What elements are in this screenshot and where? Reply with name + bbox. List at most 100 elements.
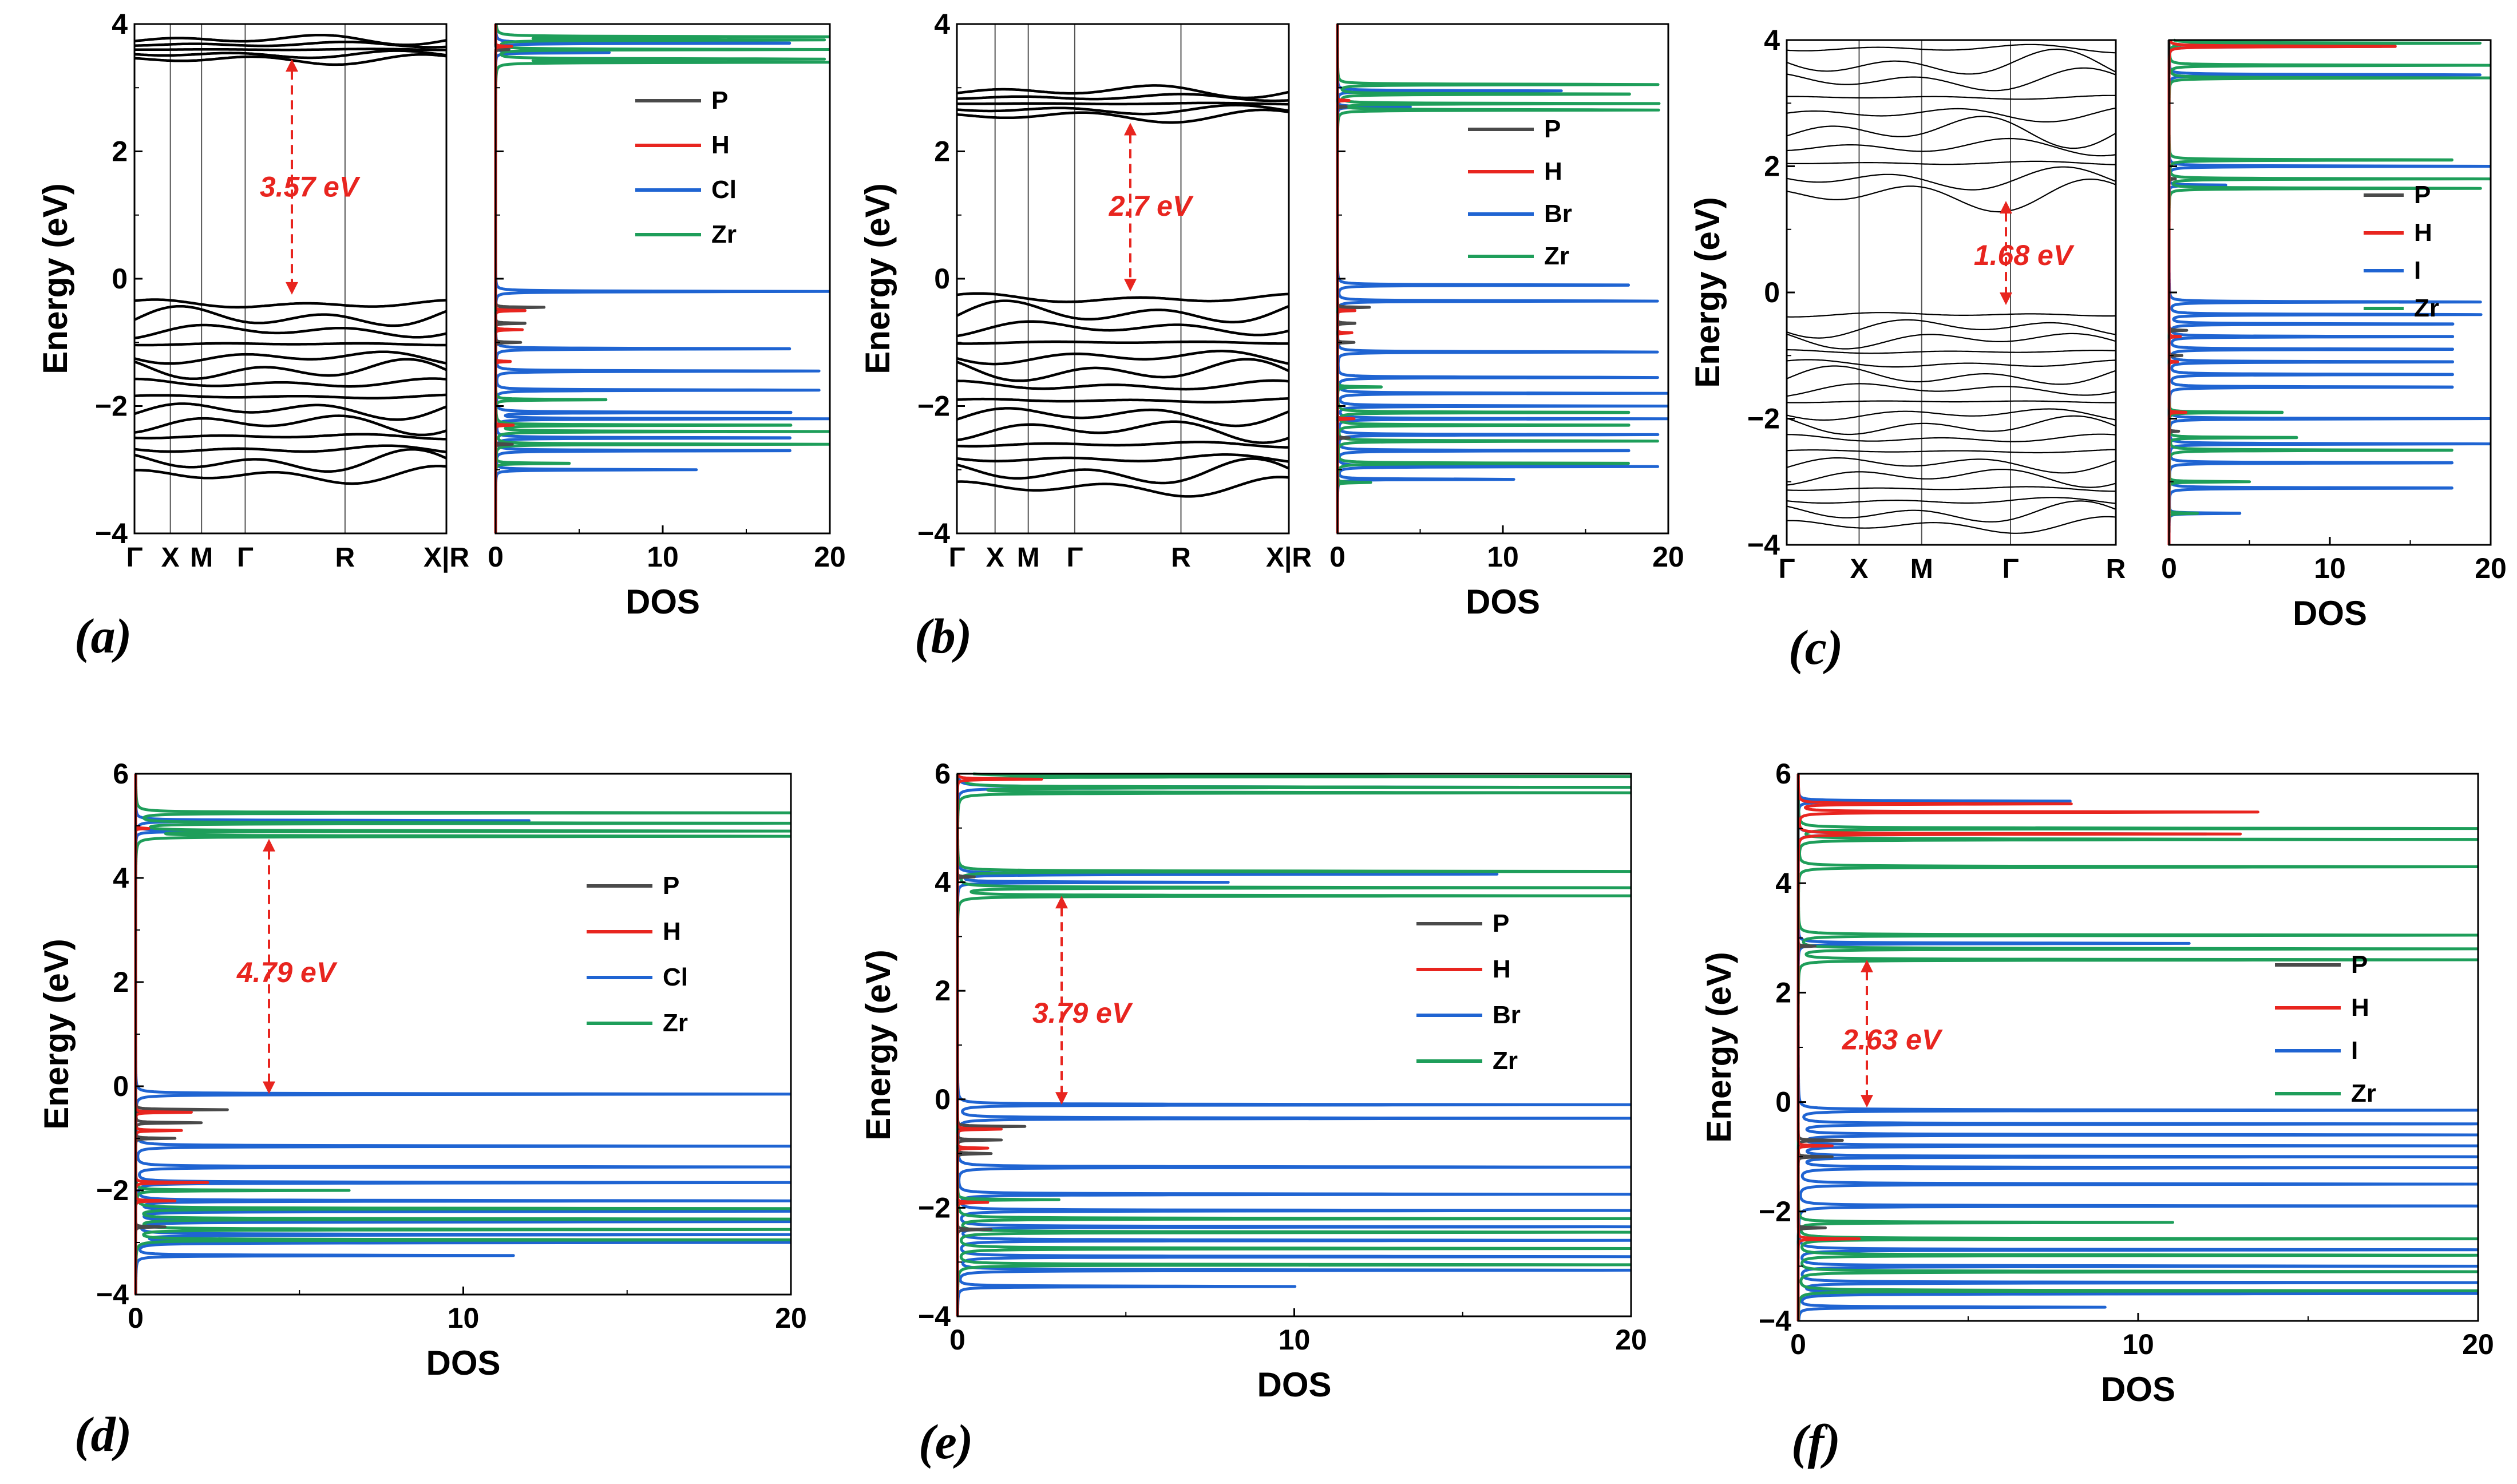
y-axis-label: Energy (eV) — [1688, 197, 1727, 387]
y-tick-label: −4 — [95, 517, 128, 549]
kpoint-label: Γ — [126, 543, 143, 573]
band-curve — [1787, 312, 2116, 318]
band-curve — [1786, 319, 2116, 339]
legend-label-p: P — [1493, 909, 1509, 937]
legend-label-p: P — [1544, 115, 1561, 143]
dos-clip-mask — [791, 771, 826, 1297]
y-tick-label: 0 — [112, 263, 128, 295]
x-tick-label: 10 — [647, 541, 679, 573]
y-tick-label: 0 — [934, 263, 950, 295]
legend-label-br: Br — [1544, 200, 1572, 228]
legend-label-zr: Zr — [1493, 1047, 1518, 1075]
bandgap-arrow-d-head-down — [263, 1081, 275, 1094]
x-tick-label: 0 — [1790, 1328, 1806, 1360]
y-tick-label: 4 — [935, 866, 951, 899]
x-axis-label: DOS — [626, 583, 700, 621]
y-tick-label: 2 — [934, 136, 950, 168]
kpoint-label: R — [2106, 554, 2126, 584]
kpoint-label: M — [1910, 554, 1933, 584]
x-tick-label: 10 — [1487, 541, 1519, 573]
bandgap-arrow-e-head-down — [1055, 1092, 1068, 1105]
band-curve — [956, 457, 1289, 485]
kpoint-label: Γ — [237, 543, 254, 573]
band-curve — [134, 350, 447, 365]
panel-label-b: (b) — [915, 608, 972, 663]
band-curve — [134, 358, 447, 381]
x-tick-label: 10 — [2122, 1328, 2154, 1360]
y-tick-label: −2 — [917, 390, 950, 422]
band-curve — [956, 108, 1289, 124]
x-tick-label: 20 — [814, 541, 846, 573]
band-curve — [1786, 383, 2116, 397]
band-plot-area — [957, 24, 1289, 533]
bandgap-arrow-b-head-up — [1124, 122, 1137, 136]
bandgap-arrow-d-head-up — [263, 838, 275, 852]
y-axis-label: Energy (eV) — [36, 183, 74, 374]
dos-series-zr — [134, 773, 793, 1296]
dos-series-zr — [956, 772, 1633, 1317]
bandgap-arrow-b-head-down — [1124, 279, 1137, 292]
legend-label-i: I — [2414, 256, 2421, 284]
x-tick-label: 10 — [1279, 1324, 1311, 1356]
x-tick-label: 0 — [488, 541, 504, 573]
panel-label-e: (e) — [919, 1414, 973, 1469]
bandgap-arrow-b-label: 2.7 eV — [1109, 190, 1194, 222]
y-tick-label: 6 — [935, 758, 951, 790]
x-tick-label: 0 — [128, 1302, 144, 1334]
bandgap-arrow-f-head-up — [1861, 960, 1873, 973]
band-curve — [956, 358, 1289, 382]
band-curve — [1786, 408, 2116, 421]
dos-axes-frame — [956, 773, 1632, 1317]
band-curve — [1786, 116, 2116, 149]
kpoint-label: Γ — [2002, 554, 2019, 584]
band-curve — [1786, 179, 2116, 213]
x-tick-label: 20 — [2462, 1328, 2494, 1360]
dos-clip-mask — [2491, 37, 2517, 548]
legend-label-p: P — [2414, 181, 2431, 209]
y-tick-label: 6 — [1775, 758, 1791, 790]
y-tick-label: −2 — [1747, 403, 1780, 435]
band-plot-area — [1787, 40, 2116, 545]
y-tick-label: 0 — [113, 1070, 129, 1102]
dos-series-halide — [956, 773, 1633, 1317]
band-curve — [957, 379, 1289, 391]
dos-series-h — [2167, 39, 2397, 546]
band-curve — [134, 465, 447, 485]
x-tick-label: 0 — [949, 1324, 965, 1356]
band-curve — [956, 320, 1289, 338]
bandgap-arrow-c-label: 1.68 eV — [1974, 239, 2075, 271]
band-curve — [1786, 166, 2116, 191]
band-curve — [956, 340, 1289, 345]
y-tick-label: 2 — [113, 966, 129, 998]
panel-label-d: (d) — [74, 1407, 132, 1462]
dos-plot-a: 0 10 20 DOS PH Cl Zr — [488, 21, 865, 621]
y-tick-label: 4 — [1775, 867, 1791, 899]
band-curve — [1786, 94, 2116, 100]
band-curve — [134, 402, 447, 421]
band-curve — [1787, 400, 2116, 403]
y-tick-label: 4 — [934, 8, 950, 40]
band-curve — [956, 420, 1289, 444]
band-curve — [956, 84, 1289, 100]
y-tick-label: −2 — [918, 1192, 951, 1224]
bandgap-arrow-a-head-down — [286, 282, 298, 295]
dos-plot-c: 0 10 20 DOS PHI Zr — [2161, 37, 2517, 632]
dos-clip-mask — [1632, 771, 1666, 1319]
band-curve — [1786, 48, 2116, 75]
legend-label-p: P — [711, 86, 728, 114]
band-curve — [1787, 349, 2116, 354]
x-axis-label: DOS — [2101, 1370, 2175, 1408]
band-curve — [1786, 500, 2116, 523]
bandgap-arrow-f-head-down — [1861, 1095, 1873, 1108]
dos-axes-frame — [1336, 23, 1669, 535]
band-curve — [1786, 107, 2116, 122]
dos-series-halide — [134, 773, 793, 1296]
band-curve — [956, 350, 1289, 366]
kpoint-label: R — [335, 543, 355, 573]
